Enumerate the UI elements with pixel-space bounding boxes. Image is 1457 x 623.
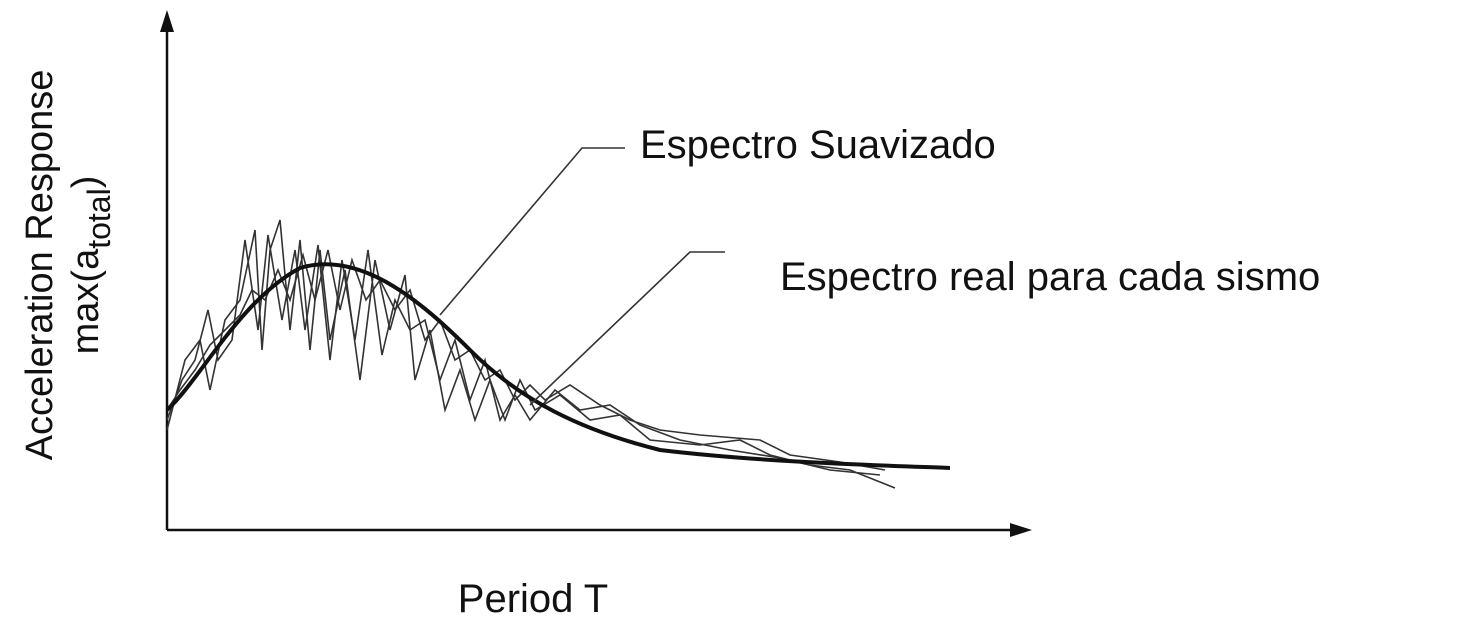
real-spectrum [166,249,886,471]
leader-line [439,147,625,316]
annotation: Espectro real para cada sismo [780,255,1320,299]
y-label-line: max(atotal) [65,176,117,355]
y-label-part: max(a [65,248,107,354]
annotation: Espectro Suavizado [640,123,996,167]
real-spectrum [166,219,896,489]
y-label-sub: total [81,188,117,248]
x-arrow [1010,523,1032,537]
smoothed-spectrum [165,262,951,470]
x-axis-label: Period T [458,577,608,621]
real-spectrum [166,234,881,476]
leader-line [529,251,725,406]
y-label-part: ) [65,176,107,189]
y-arrow [160,10,174,32]
y-label-line: Acceleration Response [19,70,61,461]
y-axis-label: Acceleration Response max(atotal) [19,70,117,461]
